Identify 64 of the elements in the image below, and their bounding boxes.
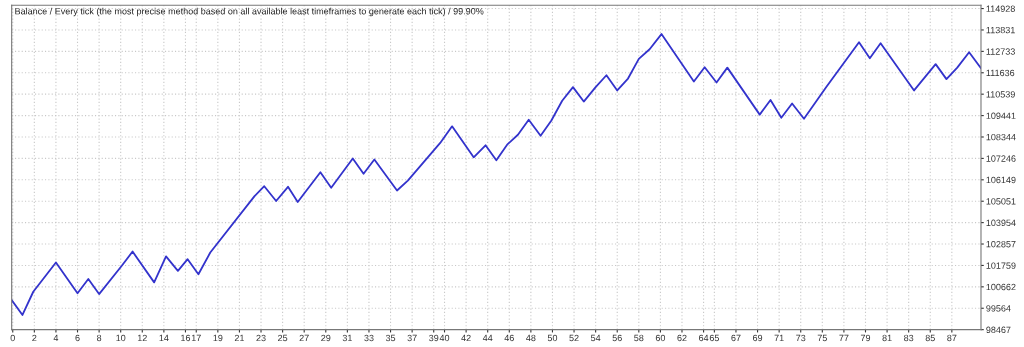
x-tick-label: 50: [547, 334, 558, 342]
x-tick-label: 65: [709, 334, 720, 342]
x-tick-label: 8: [96, 334, 102, 342]
x-tick-label: 17: [191, 334, 201, 342]
y-tick-label: 105051: [986, 198, 1016, 205]
x-tick-label: 42: [461, 334, 471, 342]
x-tick-label: 29: [321, 334, 331, 342]
x-tick-label: 48: [526, 334, 536, 342]
x-tick-label: 25: [278, 334, 288, 342]
x-tick-label: 39: [429, 334, 439, 342]
y-tick-label: 100662: [986, 283, 1016, 291]
y-tick-label: 108344: [986, 133, 1016, 141]
x-tick-label: 69: [752, 334, 763, 342]
y-tick-label: 106149: [986, 176, 1016, 184]
x-tick-label: 73: [796, 334, 806, 342]
x-tick-label: 44: [482, 334, 493, 342]
x-tick-label: 40: [439, 334, 450, 342]
y-tick-label: 101759: [986, 262, 1016, 269]
y-tick-label: 98467: [986, 326, 1011, 334]
y-tick-label: 99564: [986, 305, 1011, 312]
x-tick-label: 2: [32, 334, 37, 342]
y-tick-label: 107246: [986, 155, 1016, 162]
line-series: [11, 33, 981, 316]
x-tick-label: 67: [731, 334, 741, 342]
x-tick-label: 31: [342, 334, 352, 342]
x-tick-label: 19: [213, 334, 223, 342]
x-tick-label: 46: [504, 334, 514, 342]
x-tick-label: 62: [677, 334, 687, 342]
y-tick-label: 112733: [986, 48, 1015, 55]
x-tick-label: 79: [860, 334, 871, 342]
y-tick-label: 114928: [986, 5, 1015, 12]
x-tick-label: 64: [699, 334, 709, 342]
x-tick-label: 77: [839, 334, 849, 342]
chart-title: Balance / Every tick (the most precise method based on all available least timeframes to generate each tick) / 99.90%: [15, 7, 484, 17]
y-tick-label: 109441: [986, 112, 1016, 119]
x-tick-label: 56: [612, 334, 622, 342]
x-tick-label: 52: [569, 334, 579, 342]
y-tick-label: 113831: [986, 26, 1015, 34]
x-tick-label: 6: [75, 334, 80, 342]
x-tick-label: 37: [407, 334, 417, 342]
x-tick-label: 54: [590, 334, 601, 342]
y-tick-label: 110539: [986, 91, 1015, 98]
x-tick-label: 58: [634, 334, 644, 342]
x-tick-label: 0: [10, 334, 15, 342]
y-tick-label: 102857: [986, 240, 1016, 248]
x-tick-label: 75: [817, 334, 827, 342]
x-tick-label: 23: [256, 334, 266, 342]
x-tick-label: 85: [925, 334, 935, 342]
x-tick-label: 14: [159, 334, 169, 342]
y-tick-label: 103954: [986, 219, 1016, 226]
x-tick-label: 33: [364, 334, 374, 342]
x-tick-label: 27: [299, 334, 309, 342]
x-tick-label: 35: [385, 334, 396, 342]
x-tick-label: 81: [882, 334, 892, 342]
x-tick-label: 12: [137, 334, 147, 342]
x-tick-label: 83: [904, 334, 914, 342]
y-tick-label: 111636: [986, 69, 1015, 77]
x-tick-label: 16: [181, 334, 191, 342]
x-tick-label: 4: [53, 334, 59, 342]
x-tick-label: 71: [774, 334, 784, 342]
x-tick-label: 87: [947, 334, 957, 342]
x-tick-label: 21: [234, 334, 245, 342]
x-tick-label: 10: [116, 334, 126, 342]
x-tick-label: 60: [655, 334, 666, 342]
